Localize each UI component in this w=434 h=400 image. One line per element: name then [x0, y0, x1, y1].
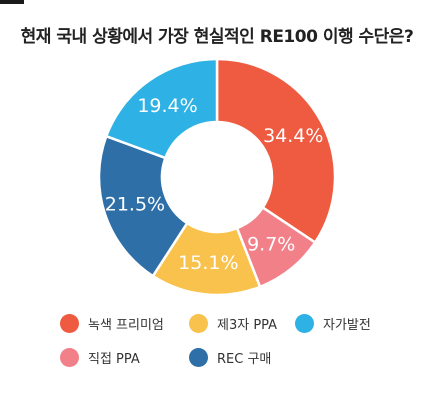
data-label-direct-ppa: 9.7% [247, 233, 295, 255]
legend-item-third-party-ppa: 제3자 PPA [189, 312, 277, 334]
legend-swatch [295, 313, 314, 333]
data-label-green-premium: 34.4% [263, 125, 323, 147]
data-label-third-party-ppa: 15.1% [178, 252, 238, 274]
legend-item-self-generation: 자가발전 [295, 312, 371, 334]
donut-chart: 34.4% 9.7% 15.1% 21.5% 19.4% [97, 57, 337, 297]
legend-swatch [189, 313, 208, 333]
legend-swatch [60, 313, 79, 333]
data-label-rec-purchase: 21.5% [105, 193, 165, 215]
slice-self-generation [104, 57, 219, 160]
legend-label: 녹색 프리미엄 [88, 317, 164, 333]
legend-item-rec-purchase: REC 구매 [189, 346, 271, 368]
legend-swatch [60, 347, 79, 367]
data-label-self-generation: 19.4% [137, 95, 197, 117]
chart-title: 현재 국내 상황에서 가장 현실적인 RE100 이행 수단은? [20, 27, 414, 47]
slice-rec-purchase [97, 134, 189, 278]
legend-item-direct-ppa: 직접 PPA [60, 346, 140, 368]
corner-accent-bar [0, 0, 24, 4]
legend-label: 자가발전 [323, 317, 371, 333]
legend-swatch [189, 347, 208, 367]
legend-label: 제3자 PPA [217, 317, 278, 333]
legend-label: REC 구매 [217, 351, 272, 367]
slice-green-premium [215, 57, 337, 245]
legend: 녹색 프리미엄 제3자 PPA 자가발전 직접 PPA REC 구매 [0, 312, 434, 382]
legend-item-green-premium: 녹색 프리미엄 [60, 312, 164, 334]
legend-label: 직접 PPA [88, 351, 140, 367]
